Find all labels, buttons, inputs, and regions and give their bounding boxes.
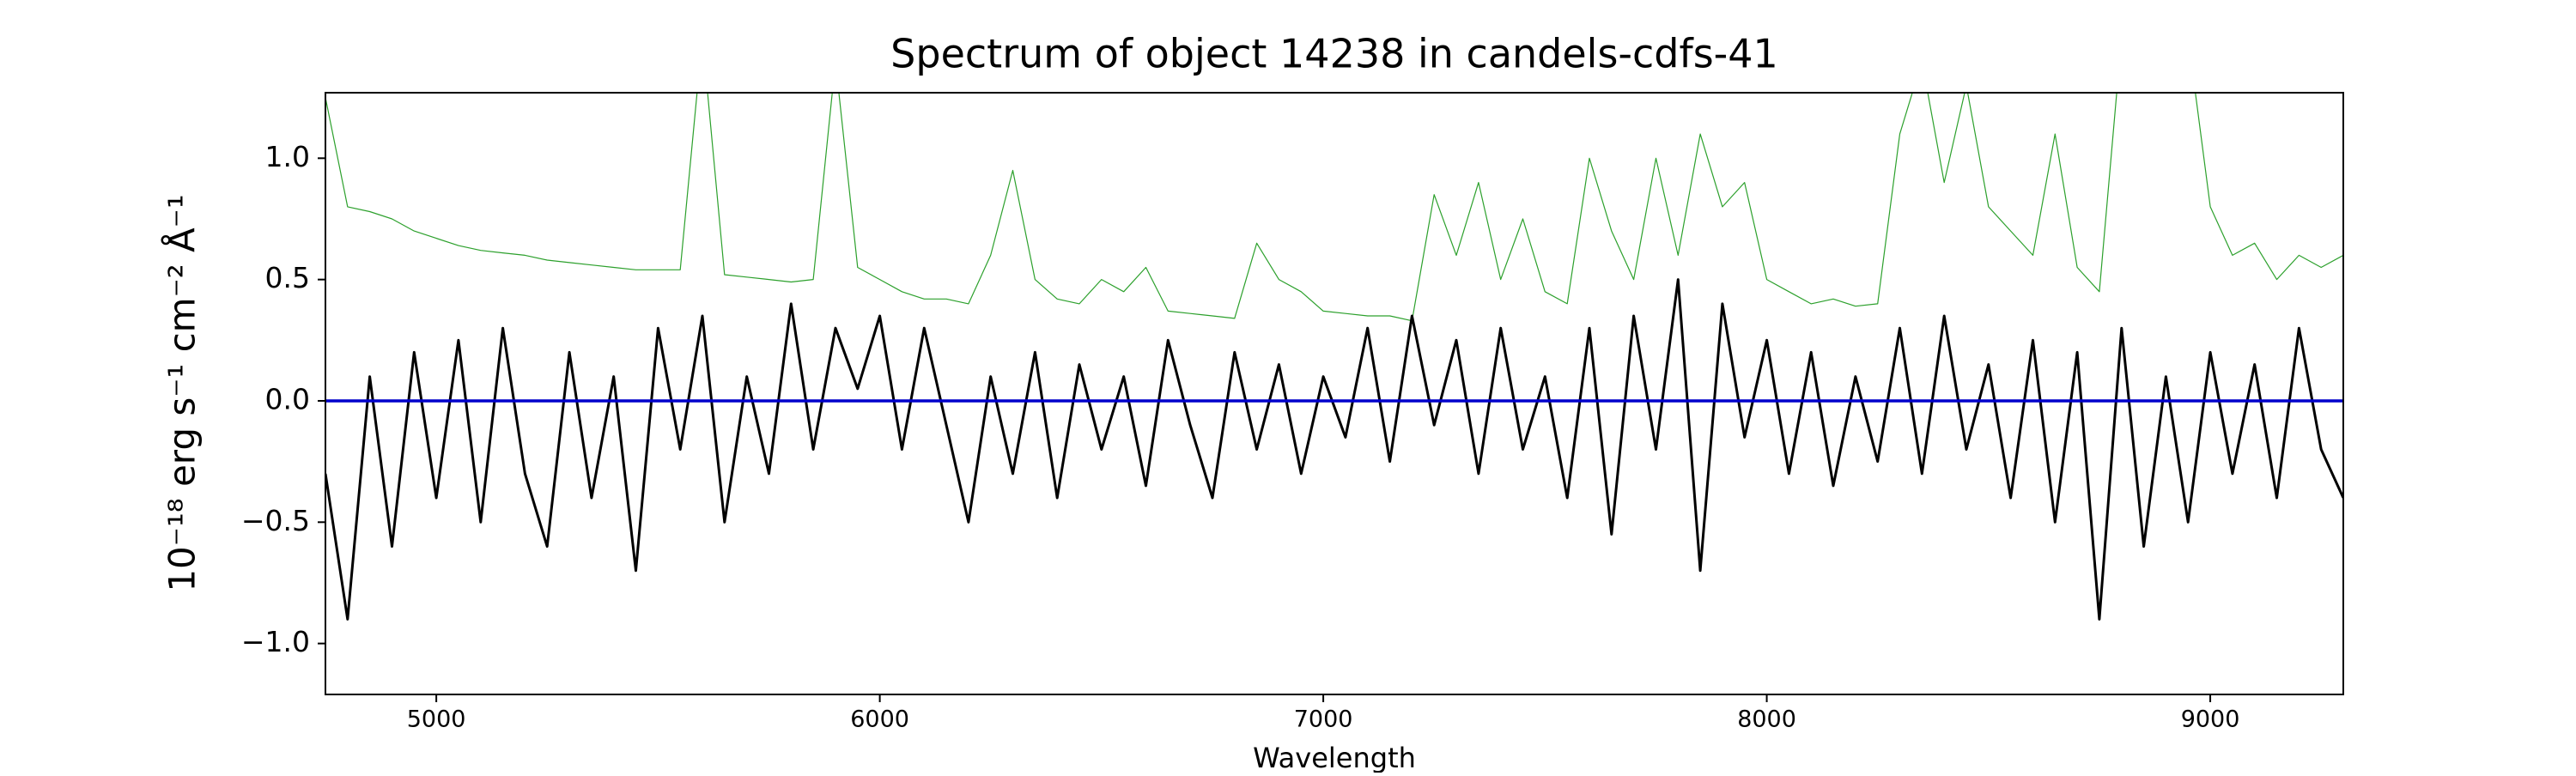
- axes-frame: [325, 92, 2344, 695]
- x-tick-label: 8000: [1737, 706, 1796, 733]
- plot-area: [325, 93, 2343, 621]
- x-tick-label: 7000: [1294, 706, 1353, 733]
- x-tick-label: 5000: [407, 706, 466, 733]
- y-axis-label: 10⁻¹⁸ erg s⁻¹ cm⁻² Å⁻¹: [161, 194, 204, 591]
- spectrum-line: [325, 93, 2343, 322]
- y-tick-label: 0.5: [265, 261, 310, 294]
- x-tick-label: 6000: [850, 706, 909, 733]
- x-tick-label: 9000: [2181, 706, 2240, 733]
- y-tick-label: 0.0: [265, 382, 310, 415]
- y-tick-label: 1.0: [265, 140, 310, 173]
- spectrum-line: [325, 278, 2343, 621]
- chart-title: Spectrum of object 14238 in candels-cdfs…: [890, 31, 1778, 77]
- x-axis-label: Wavelength: [1253, 742, 1416, 773]
- y-tick-label: −0.5: [241, 504, 310, 537]
- y-tick-label: −1.0: [241, 625, 310, 658]
